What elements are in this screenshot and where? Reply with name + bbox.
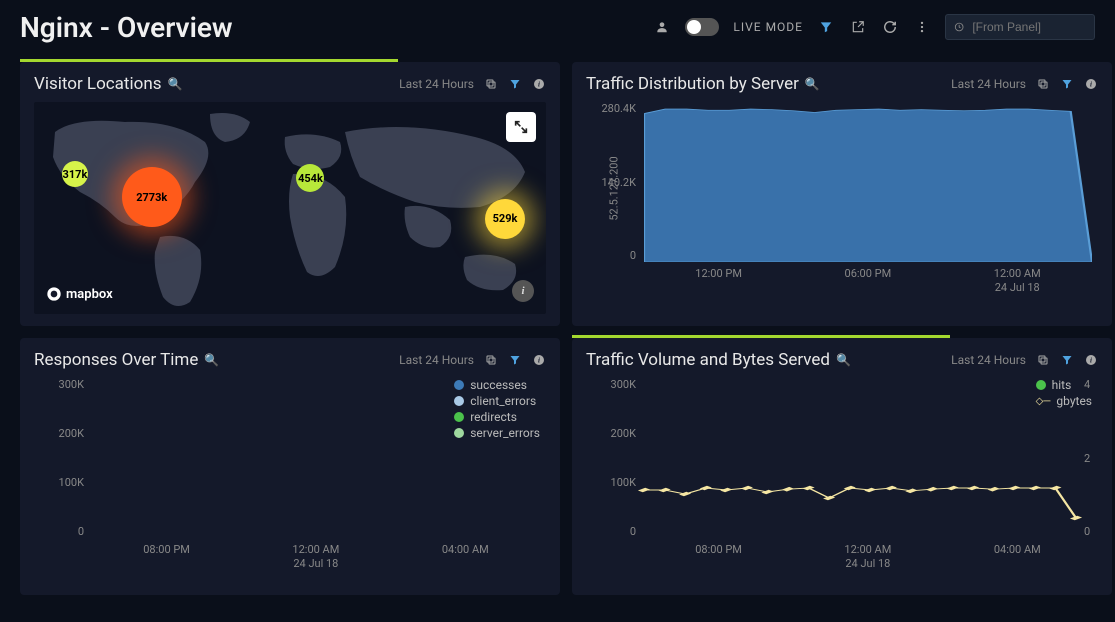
clock-icon (954, 21, 964, 33)
page-title: Nginx - Overview (20, 11, 233, 44)
copy-icon[interactable] (1036, 353, 1050, 367)
combo-chart: 300K200K100K0 420 hits◇─gbytes 08:00 PM1… (586, 378, 1098, 583)
map-info-icon[interactable]: i (512, 280, 534, 302)
filter-icon[interactable] (1060, 77, 1074, 91)
zoom-icon[interactable]: 🔍 (805, 77, 820, 91)
panel-responses-over-time: Responses Over Time 🔍 Last 24 Hours i 30… (20, 338, 560, 595)
filter-icon[interactable] (508, 77, 522, 91)
svg-text:i: i (1090, 357, 1092, 365)
visitor-map[interactable]: 317k 2773k 454k 529k i mapbox (34, 102, 546, 314)
info-icon[interactable]: i (532, 77, 546, 91)
panel-title: Visitor Locations 🔍 (34, 74, 182, 94)
legend: hits◇─gbytes (1036, 378, 1092, 410)
svg-text:i: i (538, 357, 540, 365)
copy-icon[interactable] (484, 77, 498, 91)
user-icon[interactable] (653, 18, 671, 36)
mapbox-logo: mapbox (46, 286, 113, 302)
time-range-label: Last 24 Hours (399, 77, 474, 91)
map-hotspot[interactable]: 317k (62, 161, 88, 187)
panel-title: Traffic Distribution by Server 🔍 (586, 74, 820, 94)
filter-icon[interactable] (817, 18, 835, 36)
refresh-icon[interactable] (881, 18, 899, 36)
svg-text:i: i (538, 81, 540, 89)
line-markers (644, 378, 1076, 538)
share-icon[interactable] (849, 18, 867, 36)
live-mode-toggle[interactable] (685, 18, 719, 36)
zoom-icon[interactable]: 🔍 (836, 353, 851, 367)
info-icon[interactable]: i (532, 353, 546, 367)
panel-title: Traffic Volume and Bytes Served 🔍 (586, 350, 851, 370)
area-chart: 52.5.127.200 280.4K140.2K0 12:00 PM06:00… (586, 102, 1098, 307)
map-hotspot[interactable]: 529k (485, 199, 525, 239)
filter-icon[interactable] (508, 353, 522, 367)
panel-traffic-volume: Traffic Volume and Bytes Served 🔍 Last 2… (572, 338, 1112, 595)
copy-icon[interactable] (484, 353, 498, 367)
map-expand-icon[interactable] (506, 112, 536, 142)
map-hotspot[interactable]: 2773k (122, 167, 182, 227)
panel-visitor-locations: Visitor Locations 🔍 Last 24 Hours i (20, 62, 560, 326)
copy-icon[interactable] (1036, 77, 1050, 91)
page-header: Nginx - Overview LIVE MODE (0, 0, 1115, 62)
time-range-picker[interactable] (945, 14, 1095, 40)
info-icon[interactable]: i (1084, 77, 1098, 91)
area-svg (644, 102, 1092, 262)
time-range-label: Last 24 Hours (399, 353, 474, 367)
panel-title: Responses Over Time 🔍 (34, 350, 219, 370)
world-map (34, 102, 546, 314)
svg-text:i: i (1090, 81, 1092, 89)
zoom-icon[interactable]: 🔍 (204, 353, 219, 367)
filter-icon[interactable] (1060, 353, 1074, 367)
zoom-icon[interactable]: 🔍 (167, 77, 182, 91)
time-range-label: Last 24 Hours (951, 353, 1026, 367)
time-range-label: Last 24 Hours (951, 77, 1026, 91)
map-hotspot[interactable]: 454k (296, 164, 324, 192)
more-icon[interactable] (913, 18, 931, 36)
header-controls: LIVE MODE (653, 14, 1095, 40)
time-range-input[interactable] (972, 20, 1086, 34)
legend: successesclient_errorsredirectsserver_er… (454, 378, 540, 442)
live-mode-label: LIVE MODE (733, 20, 803, 34)
panel-traffic-distribution: Traffic Distribution by Server 🔍 Last 24… (572, 62, 1112, 326)
stacked-bar-chart: 300K200K100K0 successesclient_errorsredi… (34, 378, 546, 583)
info-icon[interactable]: i (1084, 353, 1098, 367)
